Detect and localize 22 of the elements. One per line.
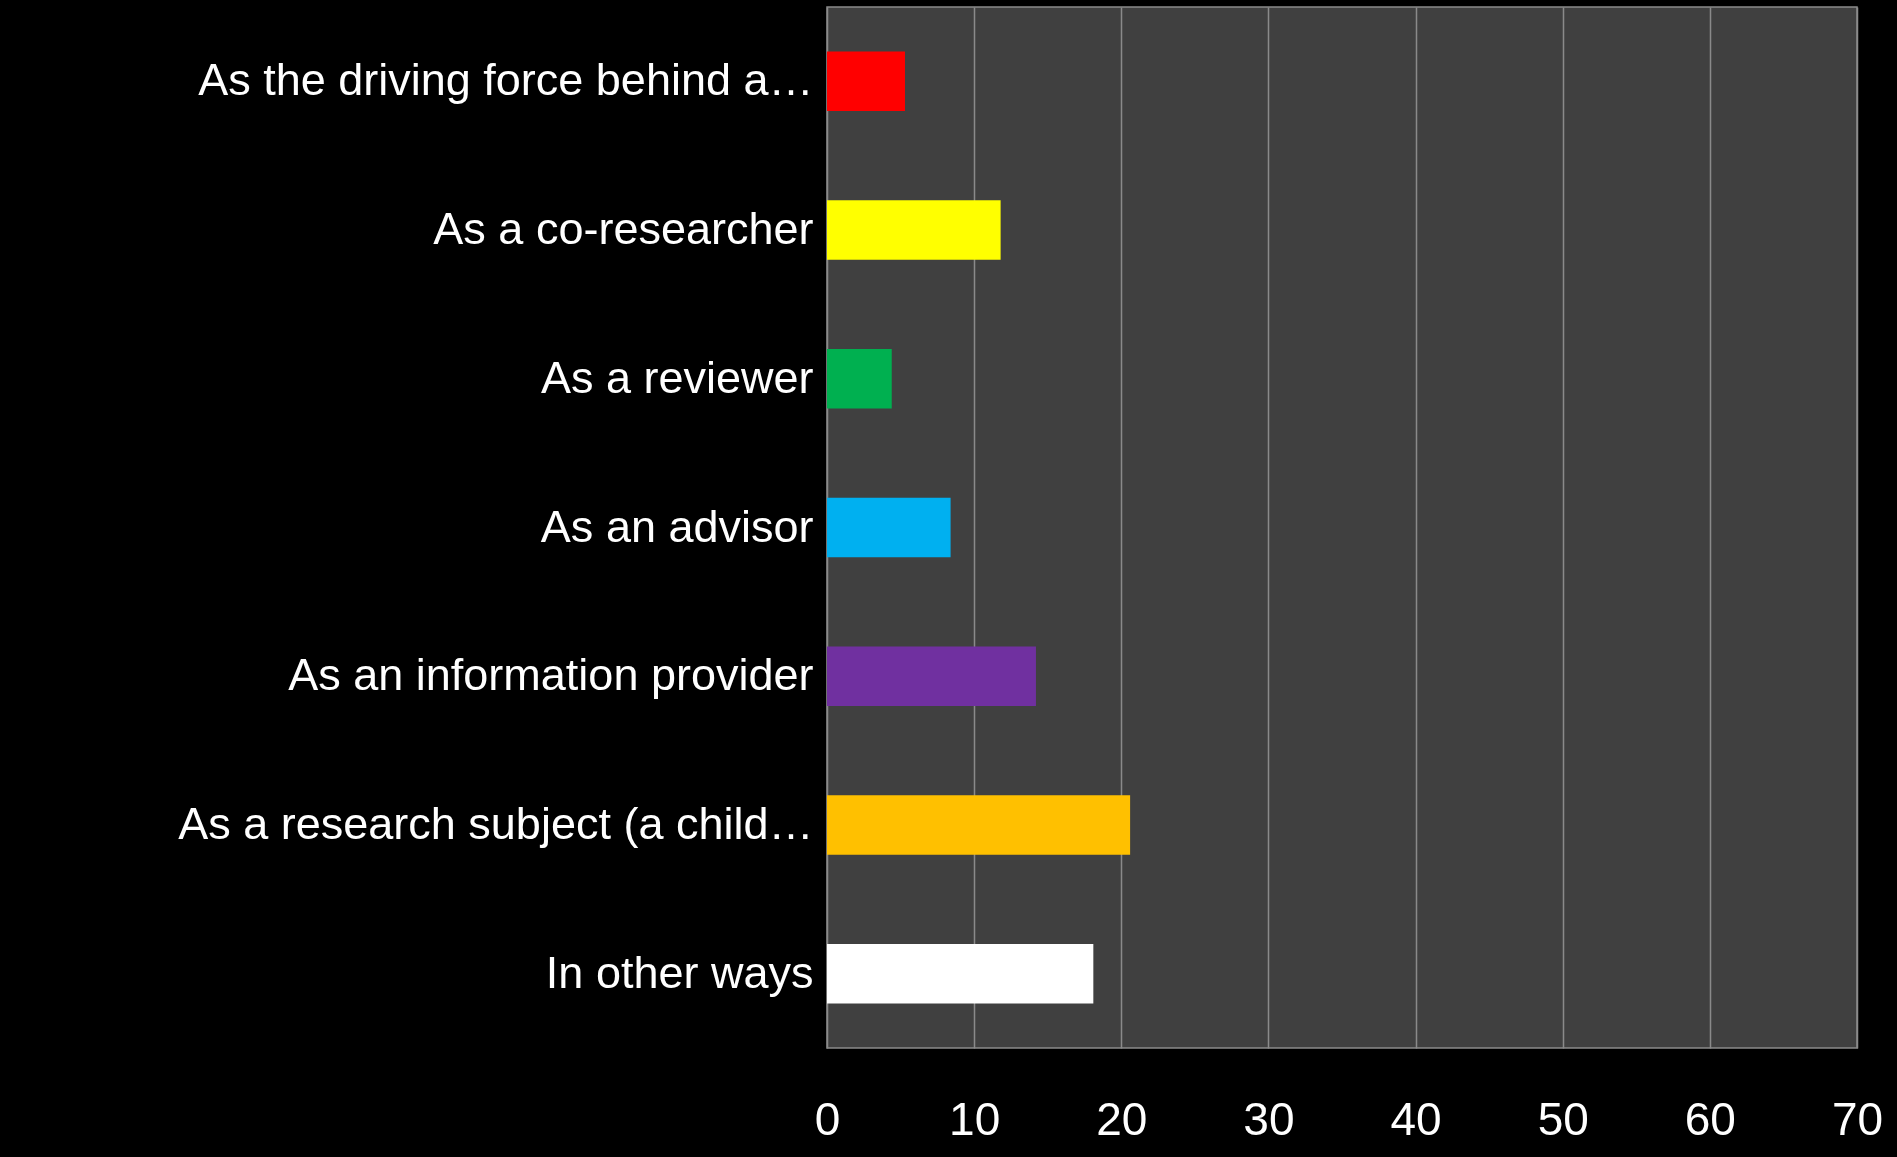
x-tick-label: 20 xyxy=(1096,1092,1148,1145)
x-tick-label: 30 xyxy=(1243,1092,1295,1145)
y-tick-label: As the driving force behind a… xyxy=(198,54,814,106)
x-tick-label: 10 xyxy=(949,1092,1001,1145)
y-tick-label: As a co-researcher xyxy=(433,203,814,255)
bar xyxy=(827,795,1131,855)
x-tick-label: 70 xyxy=(1831,1092,1884,1145)
bar xyxy=(827,497,951,558)
x-tick-label: 50 xyxy=(1537,1092,1589,1145)
y-tick-label: In other ways xyxy=(545,946,814,998)
y-tick-label: As an information provider xyxy=(288,649,814,701)
bar xyxy=(827,51,905,112)
bar xyxy=(827,200,1001,260)
y-tick-label: As a reviewer xyxy=(540,351,814,403)
bar xyxy=(827,349,892,409)
x-tick-label: 60 xyxy=(1684,1092,1736,1145)
x-tick-label: 0 xyxy=(814,1092,841,1145)
y-tick-label: As a research subject (a child… xyxy=(178,797,814,849)
bar xyxy=(827,646,1036,706)
bar xyxy=(827,943,1094,1004)
y-tick-label: As an advisor xyxy=(540,500,814,552)
x-tick-label: 40 xyxy=(1390,1092,1442,1145)
